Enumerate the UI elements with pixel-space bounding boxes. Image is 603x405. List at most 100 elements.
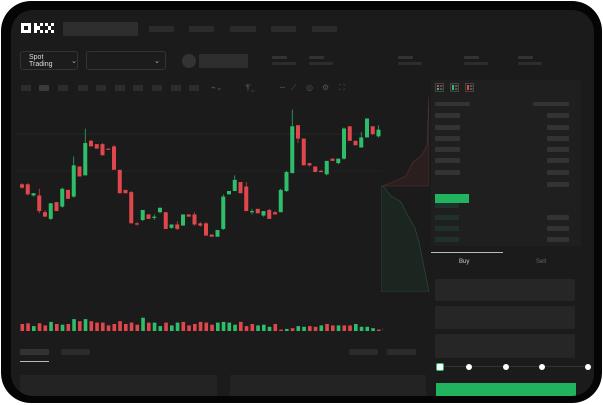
indicator-icon[interactable]: Ⲯ⌄	[245, 83, 255, 92]
candle-body	[324, 160, 329, 175]
candle-body	[117, 169, 122, 194]
candle-body	[89, 140, 93, 147]
tab-sell[interactable]: Sell	[536, 259, 547, 265]
candle	[60, 187, 65, 208]
candle	[301, 138, 306, 166]
nav-item[interactable]	[230, 26, 256, 32]
candle-body	[347, 126, 352, 141]
timeframe-button[interactable]	[171, 85, 181, 91]
candle	[181, 214, 185, 226]
candle	[347, 126, 352, 141]
market-selector[interactable]: Spot Trading ⌄	[20, 51, 78, 70]
slider-track[interactable]	[439, 366, 589, 367]
candle-body	[296, 125, 300, 139]
settings-icon[interactable]: ⚙	[322, 83, 330, 92]
ask-amount	[547, 136, 569, 141]
candle-body	[267, 209, 272, 219]
last-price	[435, 194, 469, 203]
candle-body	[221, 196, 226, 229]
candle-body	[238, 182, 243, 194]
volume-bar	[164, 322, 168, 331]
buy-submit-button[interactable]	[436, 383, 576, 396]
timeframe-button[interactable]	[133, 85, 143, 91]
tab-order-history[interactable]	[61, 349, 90, 355]
camera-icon[interactable]: ◎	[306, 83, 313, 92]
stat-value	[518, 62, 542, 65]
total-input[interactable]	[435, 334, 575, 358]
nav-item[interactable]	[149, 26, 174, 32]
tab-open-orders[interactable]	[20, 349, 49, 355]
candle	[250, 208, 254, 215]
stat-label	[398, 56, 413, 59]
price-input[interactable]	[435, 279, 575, 301]
timeframe-button[interactable]	[21, 85, 31, 91]
nav-item[interactable]	[312, 26, 337, 32]
search-box[interactable]	[63, 22, 138, 36]
draw-line-icon[interactable]: ∼	[279, 83, 286, 92]
fullscreen-icon[interactable]: ⛶	[339, 83, 345, 92]
volume-bar	[210, 324, 214, 331]
nav-item[interactable]	[189, 26, 214, 32]
candle	[342, 127, 346, 160]
volume-bar	[354, 324, 358, 331]
nav-item[interactable]	[271, 26, 296, 32]
okx-logo[interactable]	[21, 23, 57, 33]
candle	[77, 166, 82, 177]
timeframe-button[interactable]	[189, 85, 199, 91]
bottom-action[interactable]	[349, 349, 378, 355]
timeframe-button[interactable]	[96, 85, 106, 91]
ask-amount	[547, 170, 569, 175]
volume-bar	[371, 328, 375, 331]
candle	[365, 118, 369, 138]
candle	[54, 202, 59, 212]
candle-body	[66, 189, 70, 199]
bid-price	[435, 215, 459, 220]
candle	[146, 214, 151, 219]
volume-bar	[66, 324, 71, 331]
stat-label	[309, 56, 324, 59]
volume-bar	[377, 329, 381, 331]
candle	[186, 214, 191, 217]
slider-handle[interactable]	[436, 363, 444, 371]
candlestick-chart[interactable]	[11, 94, 383, 334]
candle	[215, 230, 220, 237]
volume-bar	[89, 321, 94, 331]
chart-type-icon[interactable]: ⌁⌄	[211, 83, 223, 92]
orderbook-header-price	[435, 102, 470, 106]
tab-buy[interactable]: Buy	[459, 259, 470, 265]
candle	[71, 156, 76, 198]
orderbook-bids-icon	[450, 83, 459, 92]
candle-body	[48, 203, 53, 219]
candle-body	[83, 143, 88, 176]
bottom-action[interactable]	[387, 349, 416, 355]
slider-step-100[interactable]	[585, 364, 591, 370]
orderbook-view-toggle[interactable]	[435, 83, 479, 93]
slider-step-25[interactable]	[466, 364, 472, 370]
timeframe-button[interactable]	[115, 85, 125, 91]
candle-body	[215, 230, 220, 237]
volume-bar	[273, 324, 278, 331]
volume-bar	[331, 325, 335, 331]
candle	[359, 131, 364, 148]
timeframe-button[interactable]	[152, 85, 162, 91]
volume-bar	[147, 322, 151, 331]
candle	[370, 126, 375, 136]
volume-bar	[233, 324, 237, 331]
candle-body	[71, 165, 76, 197]
candle	[135, 222, 139, 226]
timeframe-button[interactable]	[58, 85, 68, 91]
ruler-icon[interactable]: ⟋	[291, 83, 297, 92]
volume-bar	[296, 326, 301, 331]
amount-input[interactable]	[435, 306, 575, 329]
ask-price	[435, 158, 460, 163]
volume-bar	[239, 321, 243, 331]
candle-body	[152, 216, 157, 218]
slider-step-50[interactable]	[503, 364, 509, 370]
slider-step-75[interactable]	[539, 364, 545, 370]
timeframe-button[interactable]	[78, 85, 88, 91]
volume-bar	[78, 321, 82, 331]
pair-selector[interactable]: ⌄	[86, 51, 166, 70]
candle	[278, 188, 283, 213]
volume-bar	[319, 325, 324, 331]
timeframe-button[interactable]	[39, 85, 49, 91]
